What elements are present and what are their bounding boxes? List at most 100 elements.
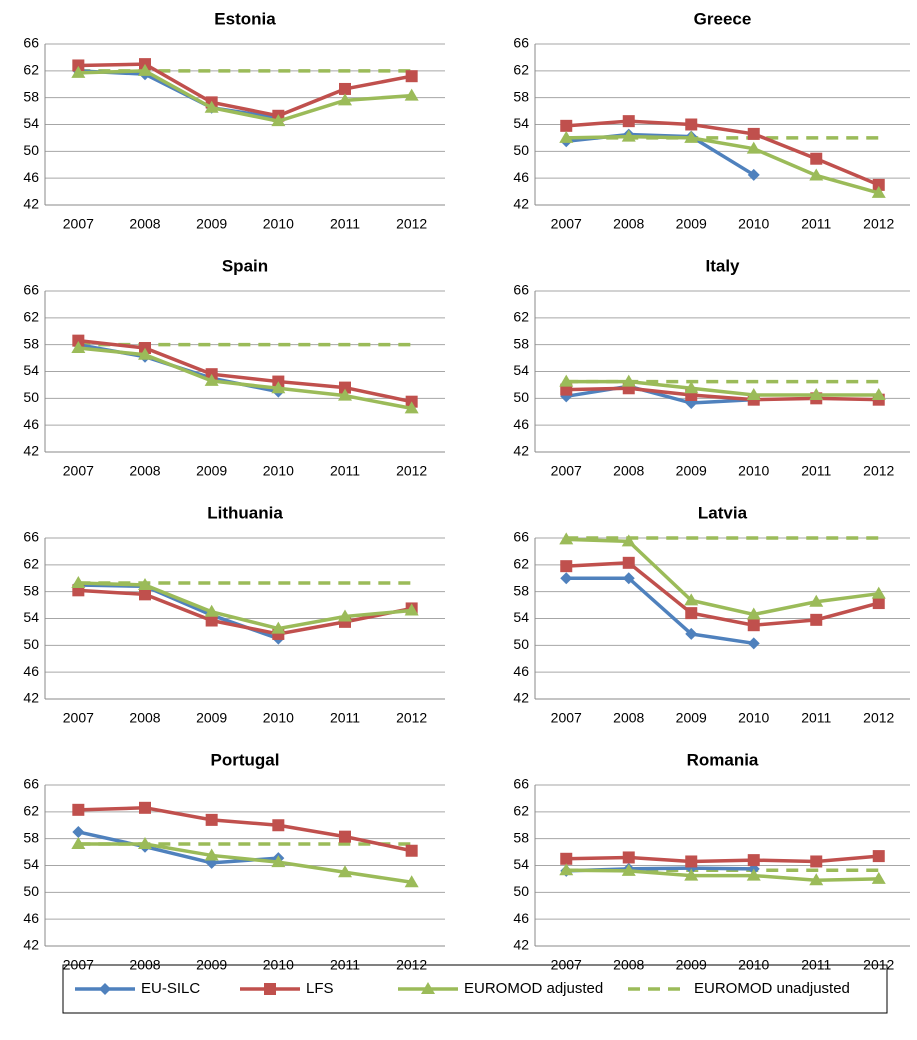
x-tick-label: 2011: [330, 216, 360, 232]
x-tick-label: 2012: [396, 216, 427, 232]
y-tick-label: 46: [23, 416, 39, 432]
y-tick-label: 66: [513, 282, 529, 298]
y-tick-label: 50: [513, 142, 529, 158]
data-point: [71, 575, 86, 588]
data-point: [204, 100, 219, 113]
x-tick-label: 2010: [263, 710, 294, 726]
data-point: [560, 119, 573, 132]
y-tick-label: 58: [513, 335, 529, 351]
y-tick-label: 42: [513, 196, 529, 212]
legend-label: EU-SILC: [141, 980, 200, 997]
data-point: [204, 373, 219, 386]
data-point: [684, 593, 699, 606]
data-point: [872, 850, 885, 863]
data-point: [138, 63, 152, 76]
data-point: [339, 82, 351, 95]
legend-marker: [99, 983, 111, 995]
y-tick-label: 46: [23, 910, 39, 926]
data-point: [685, 607, 698, 620]
data-point: [404, 875, 419, 888]
series-line: [78, 62, 412, 118]
x-tick-label: 2007: [63, 710, 94, 726]
panel-title: Spain: [222, 256, 268, 275]
data-point: [684, 130, 699, 143]
x-tick-label: 2010: [738, 463, 769, 479]
data-point: [139, 588, 151, 601]
x-tick-label: 2010: [263, 463, 294, 479]
x-tick-label: 2009: [196, 957, 227, 973]
x-tick-label: 2011: [330, 710, 360, 726]
y-tick-label: 42: [23, 937, 39, 953]
panel-title: Lithuania: [207, 503, 283, 522]
panel-title: Italy: [705, 256, 740, 275]
y-tick-label: 62: [513, 556, 529, 572]
y-tick-label: 46: [23, 169, 39, 185]
data-point: [138, 837, 152, 850]
y-tick-label: 58: [23, 582, 39, 598]
y-tick-label: 42: [513, 690, 529, 706]
y-tick-label: 50: [23, 636, 39, 652]
legend-box: [62, 964, 888, 1014]
y-tick-label: 54: [23, 609, 39, 625]
data-point: [560, 560, 573, 573]
data-point: [622, 115, 635, 128]
x-tick-label: 2009: [676, 216, 707, 232]
y-tick-label: 58: [23, 88, 39, 104]
data-point: [810, 855, 823, 868]
data-point: [685, 627, 698, 640]
y-tick-label: 66: [23, 776, 39, 792]
data-point: [138, 347, 152, 360]
data-point: [71, 341, 86, 354]
data-point: [559, 374, 574, 387]
data-point: [72, 825, 85, 838]
data-point: [747, 619, 760, 632]
data-point: [746, 141, 761, 154]
x-tick-label: 2007: [551, 710, 582, 726]
y-tick-label: 66: [23, 282, 39, 298]
series-line: [78, 581, 412, 631]
panel-title: Latvia: [698, 503, 748, 522]
data-point: [746, 868, 761, 881]
x-tick-label: 2011: [801, 957, 831, 973]
y-tick-label: 42: [23, 443, 39, 459]
data-point: [404, 401, 419, 414]
data-point: [405, 70, 418, 83]
y-tick-label: 54: [23, 856, 39, 872]
series-line: [566, 854, 879, 864]
x-tick-label: 2012: [863, 463, 894, 479]
series-line: [566, 576, 755, 646]
series-line: [566, 134, 880, 195]
x-tick-label: 2009: [676, 710, 707, 726]
y-tick-label: 66: [513, 776, 529, 792]
y-tick-label: 62: [513, 62, 529, 78]
x-tick-label: 2010: [263, 216, 294, 232]
data-point: [204, 604, 219, 617]
x-tick-label: 2012: [396, 463, 427, 479]
data-point: [809, 168, 824, 181]
x-tick-label: 2011: [330, 463, 360, 479]
x-tick-label: 2008: [613, 463, 644, 479]
series-line: [78, 842, 412, 885]
data-point: [138, 577, 152, 590]
data-point: [404, 88, 419, 101]
series-line: [566, 132, 755, 177]
series-line: [78, 346, 412, 411]
data-point: [204, 848, 219, 861]
panel-title: Greece: [694, 9, 752, 28]
data-point: [72, 59, 85, 72]
series-line: [78, 806, 413, 853]
data-point: [746, 387, 761, 400]
y-tick-label: 62: [513, 309, 529, 325]
series-line: [565, 384, 754, 405]
x-tick-label: 2007: [63, 957, 94, 973]
y-tick-label: 46: [513, 416, 529, 432]
data-point: [338, 388, 352, 401]
x-tick-label: 2007: [551, 216, 582, 232]
data-point: [139, 801, 151, 814]
legend-marker: [264, 983, 276, 995]
y-tick-label: 66: [23, 35, 39, 51]
series-line: [566, 561, 880, 627]
x-tick-label: 2012: [863, 957, 894, 973]
data-point: [338, 865, 352, 878]
